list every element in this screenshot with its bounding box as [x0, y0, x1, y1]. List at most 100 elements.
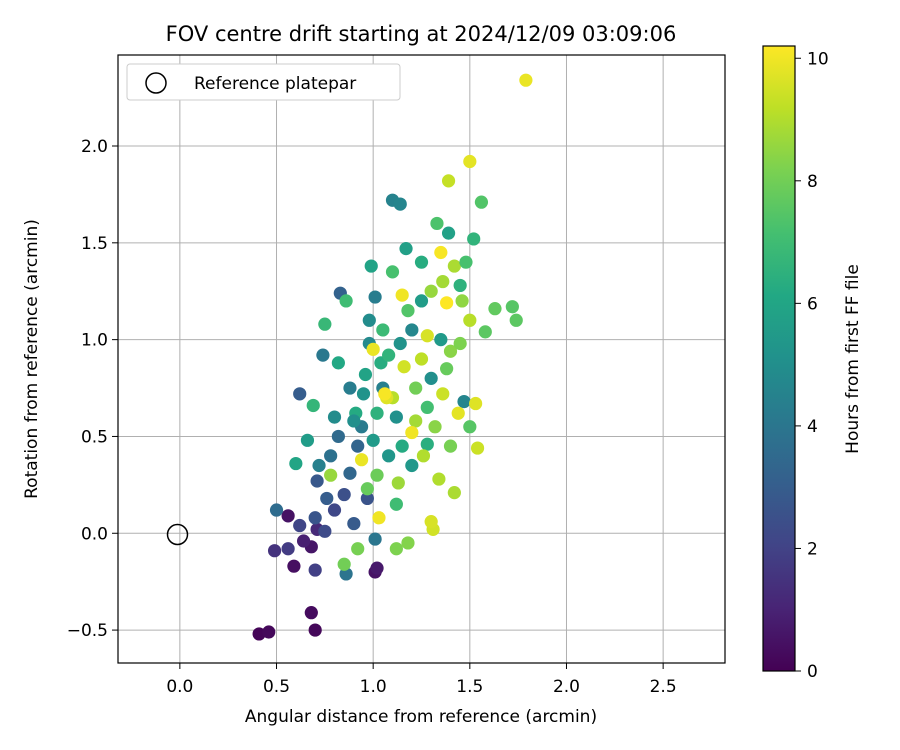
data-point: [441, 174, 456, 188]
data-point: [318, 317, 332, 331]
x-tick-label: 1.5: [456, 677, 483, 697]
data-point: [300, 433, 315, 447]
data-point: [382, 348, 396, 362]
data-point: [366, 342, 380, 356]
data-point: [296, 534, 311, 548]
colorbar-tick-label: 4: [807, 417, 818, 437]
data-point: [395, 288, 409, 302]
data-point: [267, 544, 282, 558]
legend: Reference platepar: [126, 63, 401, 101]
data-point: [447, 486, 461, 500]
plot-frame: [117, 54, 726, 664]
data-point: [310, 474, 324, 488]
data-point: [463, 420, 477, 434]
data-point: [414, 294, 429, 308]
data-point: [308, 623, 322, 637]
data-point: [389, 542, 403, 556]
data-point: [378, 387, 392, 401]
y-tick-label: 1.5: [81, 234, 108, 254]
y-axis-ticks: −0.5 0.0 0.5 1.0 1.5 2.0: [67, 137, 118, 641]
y-tick-label: 0.5: [81, 427, 108, 447]
data-point: [356, 387, 371, 401]
colorbar-tick-label: 0: [807, 662, 818, 682]
data-point: [409, 381, 423, 395]
data-point: [441, 226, 456, 240]
y-tick-label: 2.0: [81, 137, 108, 157]
data-point: [347, 516, 361, 531]
data-point: [409, 414, 423, 428]
data-point: [347, 414, 361, 428]
data-point: [389, 410, 403, 424]
data-point: [293, 518, 307, 533]
legend-box: [126, 63, 401, 101]
colorbar-ticks: 0 2 4 6 8 10: [795, 49, 829, 682]
data-point: [366, 433, 380, 447]
x-tick-label: 1.0: [360, 677, 387, 697]
data-point: [287, 559, 301, 573]
data-point: [372, 511, 386, 525]
colorbar-tick-label: 10: [807, 49, 829, 69]
data-point: [318, 524, 332, 538]
data-point: [370, 406, 384, 420]
chart-title: FOV centre drift starting at 2024/12/09 …: [166, 22, 677, 46]
data-point: [401, 303, 415, 318]
data-point: [505, 300, 519, 314]
x-axis-label: Angular distance from reference (arcmin): [245, 707, 597, 727]
data-point: [463, 313, 477, 327]
x-axis-ticks: 0.0 0.5 1.0 1.5 2.0 2.5: [166, 663, 677, 697]
data-point: [397, 360, 411, 374]
data-point: [405, 425, 419, 440]
data-point: [364, 259, 378, 273]
data-point: [327, 503, 342, 517]
data-point: [424, 371, 438, 385]
data-point: [351, 542, 365, 556]
data-point: [424, 515, 438, 529]
data-point: [331, 429, 345, 444]
data-point: [401, 536, 415, 550]
data-point: [376, 323, 390, 337]
data-point: [351, 439, 365, 453]
data-point: [354, 453, 369, 467]
data-point: [331, 356, 345, 370]
data-point: [312, 458, 326, 473]
data-point: [474, 195, 489, 209]
data-point: [324, 468, 338, 482]
data-point: [434, 333, 448, 347]
data-point: [339, 294, 353, 308]
data-point: [389, 497, 403, 511]
data-point: [447, 259, 461, 273]
data-point: [281, 509, 295, 523]
data-point: [337, 487, 351, 502]
legend-marker-icon: [145, 72, 167, 94]
data-point: [459, 255, 473, 269]
data-point: [467, 232, 481, 246]
data-point: [434, 245, 448, 260]
data-point: [478, 325, 492, 339]
colorbar-gradient: [762, 45, 796, 672]
data-point: [370, 468, 384, 482]
data-point: [405, 323, 419, 337]
data-point: [453, 336, 467, 351]
x-tick-label: 0.0: [166, 677, 193, 697]
data-point: [370, 561, 384, 575]
data-point: [519, 73, 533, 87]
colorbar: 0 2 4 6 8 10 Hours from first FF file: [762, 45, 863, 682]
data-point: [304, 606, 318, 620]
data-point: [368, 290, 382, 304]
data-points: [252, 73, 533, 641]
colorbar-tick-label: 6: [807, 294, 818, 314]
data-point: [509, 313, 523, 327]
colorbar-tick-label: 8: [807, 172, 818, 192]
x-tick-label: 2.5: [650, 677, 677, 697]
data-point: [395, 439, 409, 453]
data-point: [453, 278, 467, 293]
data-point: [308, 563, 322, 577]
data-point: [457, 394, 471, 409]
data-point: [316, 348, 330, 362]
data-point: [308, 511, 322, 525]
data-point: [343, 466, 357, 480]
data-point: [463, 154, 477, 169]
data-point: [360, 491, 374, 506]
data-point: [324, 449, 338, 463]
y-axis-label: Rotation from reference (arcmin): [22, 219, 42, 499]
